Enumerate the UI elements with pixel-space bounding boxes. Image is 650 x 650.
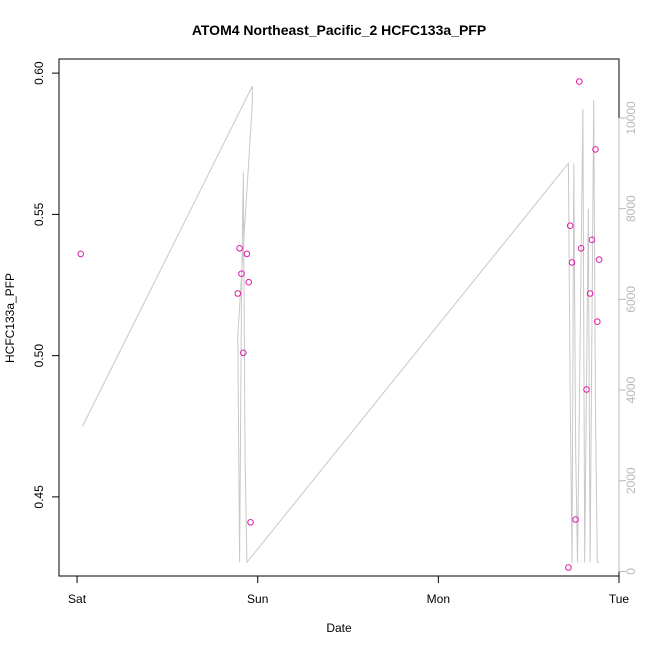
y-tick-label: 0.60 bbox=[32, 61, 46, 85]
data-point bbox=[595, 256, 603, 263]
data-point bbox=[234, 290, 242, 297]
data-points-layer bbox=[77, 78, 603, 571]
data-point bbox=[583, 386, 590, 393]
data-point bbox=[236, 245, 243, 252]
altitude-line-layer bbox=[82, 85, 600, 564]
data-point bbox=[247, 519, 254, 526]
x-axis-label: Date bbox=[326, 621, 352, 635]
y2-tick-label: 2000 bbox=[624, 467, 638, 494]
x-axis: Sat Sun Mon Tue bbox=[68, 575, 630, 606]
y-tick-label: 0.55 bbox=[32, 202, 46, 226]
data-point bbox=[594, 318, 601, 326]
data-point bbox=[577, 245, 585, 252]
y2-tick-label: 8000 bbox=[624, 195, 638, 222]
data-point bbox=[586, 290, 594, 297]
y-axis-right: 0 2000 4000 6000 8000 10000 bbox=[618, 101, 638, 575]
x-tick-label: Tue bbox=[609, 592, 630, 606]
y2-tick-label: 4000 bbox=[624, 376, 638, 403]
data-point bbox=[592, 146, 599, 153]
data-point bbox=[576, 78, 583, 85]
data-point bbox=[572, 516, 579, 523]
y2-tick-label: 0 bbox=[624, 568, 638, 575]
y-tick-label: 0.45 bbox=[32, 485, 46, 509]
x-tick-label: Mon bbox=[427, 592, 450, 606]
y-tick-label: 0.50 bbox=[32, 344, 46, 368]
data-point bbox=[77, 250, 84, 258]
data-point bbox=[243, 250, 251, 258]
x-tick-label: Sat bbox=[68, 592, 87, 606]
y2-tick-label: 10000 bbox=[624, 101, 638, 135]
data-point bbox=[566, 222, 574, 229]
data-point bbox=[238, 270, 245, 278]
data-point bbox=[240, 349, 247, 357]
data-point bbox=[565, 564, 572, 571]
data-point bbox=[588, 236, 596, 244]
y-axis-left: 0.45 0.50 0.55 0.60 bbox=[32, 61, 60, 509]
y-axis-label: HCFC133a_PFP bbox=[3, 273, 17, 363]
altitude-line bbox=[82, 85, 600, 564]
x-tick-label: Sun bbox=[247, 592, 268, 606]
data-point bbox=[245, 278, 252, 286]
y2-tick-label: 6000 bbox=[624, 286, 638, 313]
chart-title: ATOM4 Northeast_Pacific_2 HCFC133a_PFP bbox=[192, 22, 486, 38]
data-point bbox=[568, 259, 576, 266]
